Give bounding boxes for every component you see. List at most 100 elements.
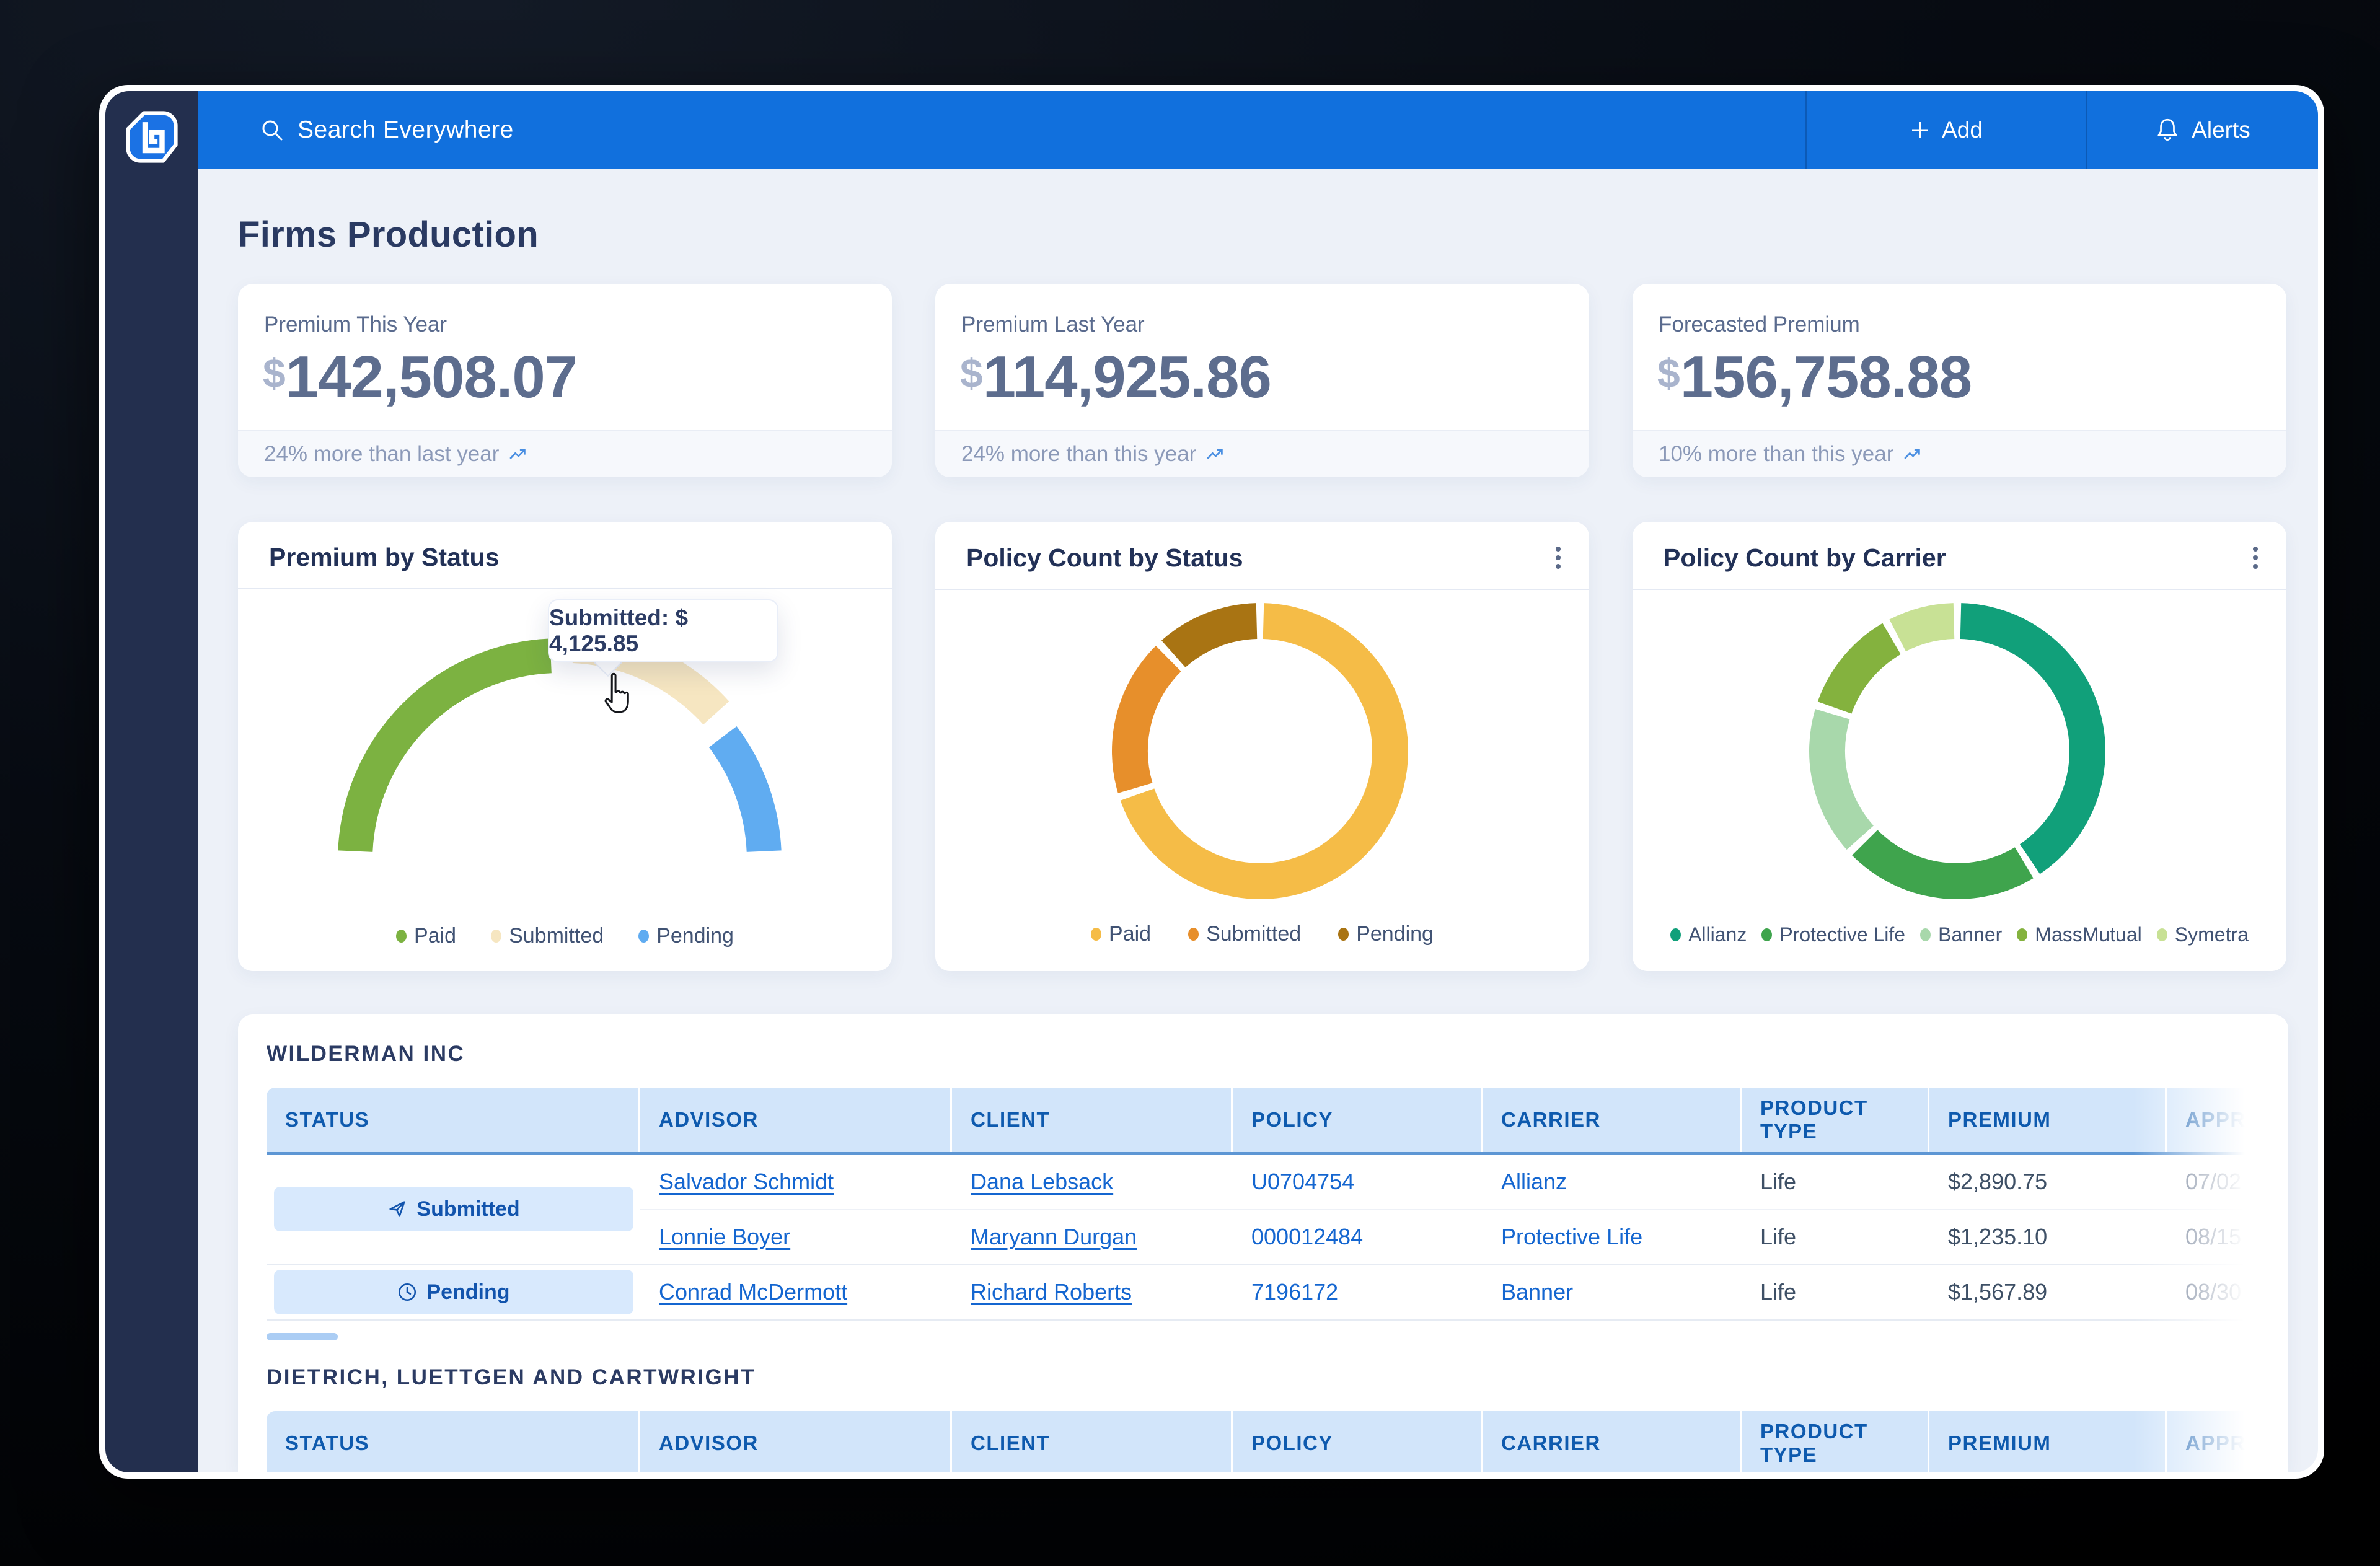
client-link[interactable]: Maryann Durgan [971, 1224, 1137, 1249]
page-title: Firms Production [238, 214, 539, 255]
table-row: Lonnie Boyer Maryann Durgan 000012484 Prote… [640, 1209, 2288, 1264]
stat-label: Premium This Year [264, 312, 447, 337]
kebab-menu-icon[interactable] [1552, 543, 1564, 573]
currency-symbol: $ [263, 350, 286, 396]
legend-item-paid[interactable]: Paid [1091, 922, 1151, 946]
chart-card-row: Premium by Status Submitted: $ 4,125.85 … [238, 522, 2288, 971]
chart-title: Premium by Status [269, 543, 500, 571]
legend-label: Submitted [509, 924, 604, 948]
chart-segment-pending[interactable] [708, 726, 782, 853]
add-button-label: Add [1942, 117, 1983, 143]
table-row: Salvador Schmidt Dana Lebsack U0704754 Alli… [640, 1155, 2288, 1209]
carrier-link[interactable]: Protective Life [1501, 1224, 1643, 1249]
app-window: Search Everywhere Add Alerts [99, 85, 2324, 1479]
product-type-cell: Life [1760, 1279, 1797, 1304]
premium-cell: $1,235.10 [1948, 1224, 2048, 1249]
alerts-button[interactable]: Alerts [2086, 91, 2318, 169]
legend-item-protective-life[interactable]: Protective Life [1761, 923, 1905, 946]
chart-segment-submitted[interactable] [1112, 646, 1182, 793]
carrier-link[interactable]: Banner [1501, 1279, 1574, 1304]
legend-label: Pending [1356, 922, 1434, 946]
legend-label: Paid [414, 924, 457, 948]
column-header-policy[interactable]: POLICY [1233, 1411, 1481, 1472]
plus-icon [1912, 122, 1929, 138]
horizontal-scrollbar-thumb[interactable] [267, 1333, 338, 1340]
legend-item-massmutual[interactable]: MassMutual [2017, 923, 2142, 946]
column-header-advisor[interactable]: ADVISOR [640, 1088, 950, 1152]
column-header-premium[interactable]: PREMIUM [1929, 1411, 2165, 1472]
column-header-appr[interactable]: APPR [2167, 1411, 2288, 1472]
legend-label: MassMutual [2035, 923, 2142, 946]
column-header-product-type[interactable]: PRODUCT TYPE [1742, 1411, 1928, 1472]
chart-legend: Paid Submitted Pending [238, 924, 892, 971]
legend-item-pending[interactable]: Pending [638, 924, 734, 948]
chart-title: Policy Count by Status [966, 543, 1243, 572]
add-button[interactable]: Add [1805, 91, 2086, 169]
column-header-status[interactable]: STATUS [267, 1088, 638, 1152]
clock-icon [397, 1282, 418, 1303]
policy-link[interactable]: U0704754 [1251, 1169, 1355, 1194]
legend-color-dot [1338, 928, 1349, 941]
legend-item-pending[interactable]: Pending [1338, 922, 1434, 946]
client-link[interactable]: Richard Roberts [971, 1279, 1132, 1304]
advisor-link[interactable]: Salvador Schmidt [659, 1169, 834, 1194]
policy-link[interactable]: 000012484 [1251, 1224, 1364, 1249]
legend-color-dot [1761, 928, 1773, 941]
premium-by-status-gauge[interactable]: Submitted: $ 4,125.85 [238, 589, 892, 924]
carrier-link[interactable]: Allianz [1501, 1169, 1567, 1194]
legend-color-dot [1670, 928, 1681, 941]
column-header-advisor[interactable]: ADVISOR [640, 1411, 950, 1472]
chart-segment-pending[interactable] [1161, 603, 1258, 668]
policy-count-by-status-donut[interactable] [935, 590, 1589, 912]
stat-value: $156,758.88 [1657, 343, 2286, 411]
chart-segment-massmutual[interactable] [1817, 623, 1902, 715]
column-header-product-type[interactable]: PRODUCT TYPE [1742, 1088, 1928, 1152]
legend-item-submitted[interactable]: Submitted [1188, 922, 1301, 946]
column-header-carrier[interactable]: CARRIER [1483, 1088, 1740, 1152]
chart-title: Policy Count by Carrier [1664, 543, 1946, 572]
stat-card-forecasted-premium: Forecasted Premium $156,758.88 10% more … [1633, 284, 2286, 477]
chart-segment-protective-life[interactable] [1852, 829, 2034, 899]
stat-amount: 156,758.88 [1680, 344, 1972, 410]
policy-link[interactable]: 7196172 [1251, 1279, 1339, 1304]
chart-segment-paid[interactable] [1120, 603, 1408, 899]
advisor-link[interactable]: Lonnie Boyer [659, 1224, 791, 1249]
chart-segment-symetra[interactable] [1889, 603, 1955, 652]
search-placeholder: Search Everywhere [298, 117, 514, 143]
legend-label: Symetra [2174, 923, 2249, 946]
legend-item-allianz[interactable]: Allianz [1670, 923, 1747, 946]
legend-item-symetra[interactable]: Symetra [2156, 923, 2249, 946]
stat-card-premium-last-year: Premium Last Year $114,925.86 24% more t… [935, 284, 1589, 477]
stat-footnote: 24% more than last year [238, 430, 892, 477]
advisor-link[interactable]: Conrad McDermott [659, 1279, 848, 1304]
column-header-appr[interactable]: APPR [2167, 1088, 2288, 1152]
stat-footnote-text: 24% more than last year [264, 442, 500, 466]
column-header-premium[interactable]: PREMIUM [1929, 1088, 2165, 1152]
chart-segment-allianz[interactable] [1960, 603, 2105, 874]
status-cell: Pending [267, 1265, 640, 1319]
policy-count-by-carrier-donut[interactable] [1633, 590, 2286, 912]
legend-item-paid[interactable]: Paid [396, 924, 456, 948]
legend-color-dot [396, 930, 407, 943]
app-logo-icon[interactable] [125, 110, 179, 164]
column-header-policy[interactable]: POLICY [1233, 1088, 1481, 1152]
column-header-carrier[interactable]: CARRIER [1483, 1411, 1740, 1472]
chart-segment-banner[interactable] [1809, 709, 1874, 850]
trend-up-icon [1207, 449, 1223, 459]
stat-amount: 114,925.86 [982, 344, 1272, 410]
legend-item-banner[interactable]: Banner [1920, 923, 2002, 946]
column-header-client[interactable]: CLIENT [952, 1088, 1231, 1152]
legend-item-submitted[interactable]: Submitted [491, 924, 604, 948]
status-group: Submitted Salvador Schmidt Dana Lebsack U07… [267, 1155, 2288, 1264]
product-type-cell: Life [1760, 1224, 1797, 1249]
legend-label: Banner [1938, 923, 2003, 946]
global-search-input[interactable]: Search Everywhere [198, 91, 1805, 169]
chart-segment-paid[interactable] [338, 638, 552, 852]
column-header-client[interactable]: CLIENT [952, 1411, 1231, 1472]
column-header-status[interactable]: STATUS [267, 1411, 638, 1472]
table-body: Submitted Salvador Schmidt Dana Lebsack U07… [267, 1155, 2288, 1321]
table-row: Conrad McDermott Richard Roberts 7196172 Ba… [640, 1265, 2288, 1319]
client-link[interactable]: Dana Lebsack [971, 1169, 1114, 1194]
kebab-menu-icon[interactable] [2249, 543, 2262, 573]
cursor-pointer-icon [604, 672, 629, 713]
